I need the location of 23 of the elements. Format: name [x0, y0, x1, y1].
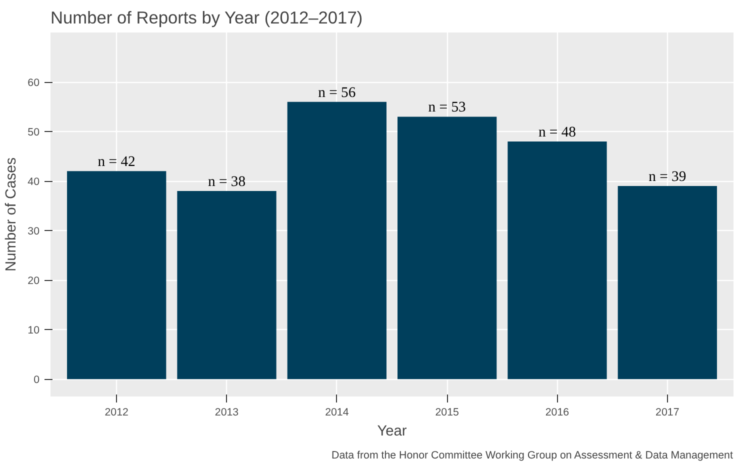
y-axis-title: Number of Cases — [4, 157, 20, 272]
data-label: n = 42 — [98, 154, 136, 170]
x-tick-label: 2015 — [435, 406, 460, 418]
x-tick-label: 2014 — [325, 406, 349, 418]
data-label: n = 56 — [318, 84, 356, 101]
data-label: n = 38 — [208, 174, 246, 190]
x-tick-label: 2012 — [104, 406, 129, 418]
y-tick-label: 50 — [28, 126, 40, 139]
data-label: n = 53 — [428, 100, 466, 116]
y-tick-label: 20 — [28, 275, 40, 288]
data-label: n = 48 — [538, 124, 576, 140]
y-tick-label: 10 — [28, 324, 40, 337]
text: Data from the Honor Committee Working Group on Assessment & Data Management — [332, 450, 733, 462]
data-label: n = 39 — [648, 169, 686, 186]
y-tick-label: 30 — [28, 226, 40, 238]
x-tick-label: 2016 — [545, 406, 570, 418]
x-axis-title: Year — [377, 424, 407, 440]
x-tick-label: 2017 — [656, 406, 680, 418]
x-tick-label: 2013 — [214, 406, 239, 418]
chart-title: Number of Reports by Year (2012–2017) — [50, 8, 363, 28]
y-tick-label: 60 — [28, 77, 40, 90]
y-tick-label: 0 — [34, 374, 40, 386]
y-tick-label: 40 — [28, 176, 40, 188]
